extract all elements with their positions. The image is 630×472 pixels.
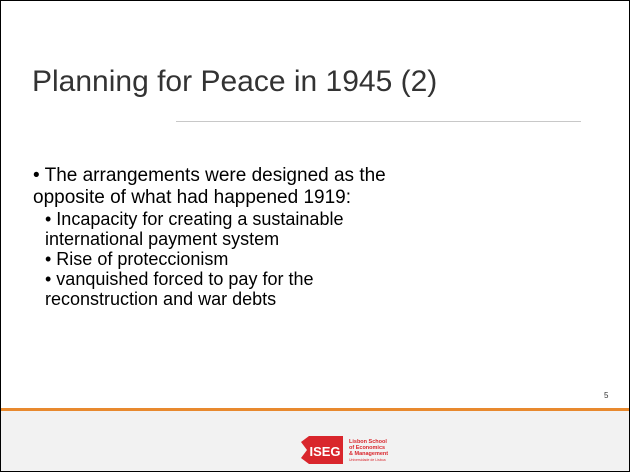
sub-bullet: • Incapacity for creating a sustainable … [45,209,344,249]
slide-title: Planning for Peace in 1945 (2) [32,65,438,98]
logo-text: Universidade de Lisboa [349,458,386,462]
logo-text: Lisbon School [349,439,387,445]
bullet: • The arrangements were designed as the … [33,165,386,208]
logo-shape [301,436,343,464]
sub-bullet: • Rise of proteccionism [45,249,229,269]
slide-body: • The arrangements were designed as the … [33,165,433,309]
sub-bullets: • Incapacity for creating a sustainable … [33,209,433,309]
logo: ISEG Lisbon School of Economics & Manage… [301,436,388,464]
footer-line [1,408,629,411]
logo-mark: ISEG [309,444,340,459]
logo-text: & Management [349,451,388,457]
logo-text: of Economics [349,445,385,451]
sub-bullet: • vanquished forced to pay for the recon… [45,269,314,309]
slide-number: 5 [604,391,609,400]
title-rule [176,121,581,122]
